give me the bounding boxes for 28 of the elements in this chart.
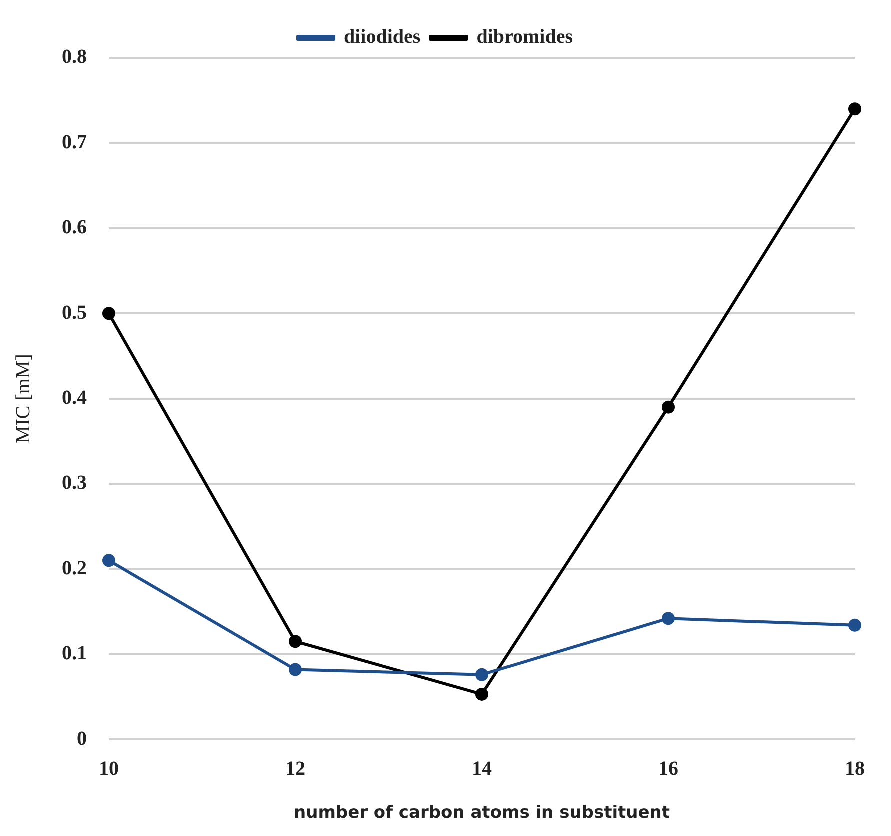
x-tick-label: 14 bbox=[472, 758, 492, 780]
x-tick-label: 16 bbox=[658, 758, 678, 780]
y-tick-label: 0.5 bbox=[62, 302, 87, 324]
y-tick-label: 0 bbox=[77, 728, 87, 750]
y-tick-label: 0.7 bbox=[62, 131, 87, 154]
point bbox=[102, 307, 116, 320]
legend-label: dibromides bbox=[476, 26, 574, 48]
legend-label: diiodides bbox=[344, 26, 421, 48]
point bbox=[662, 400, 675, 414]
y-tick-label: 0.6 bbox=[62, 216, 87, 239]
y-tick-label: 0.1 bbox=[62, 642, 87, 665]
point bbox=[476, 688, 488, 701]
y-tick-label: 0.2 bbox=[62, 557, 87, 580]
point bbox=[662, 612, 675, 626]
point bbox=[848, 618, 862, 632]
x-axis-title: number of carbon atoms in substituent bbox=[294, 803, 670, 824]
y-axis-title: MIC [mM] bbox=[12, 354, 34, 444]
x-tick-label: 12 bbox=[286, 758, 306, 780]
x-tick-label: 10 bbox=[99, 758, 119, 780]
y-tick-label: 0.4 bbox=[62, 386, 87, 409]
x-tick-label: 18 bbox=[845, 758, 865, 780]
point bbox=[289, 635, 302, 648]
y-tick-label: 0.8 bbox=[62, 46, 87, 68]
point bbox=[476, 668, 488, 682]
point bbox=[289, 663, 302, 676]
point bbox=[848, 102, 862, 116]
y-tick-label: 0.3 bbox=[62, 472, 87, 494]
point bbox=[102, 554, 116, 568]
